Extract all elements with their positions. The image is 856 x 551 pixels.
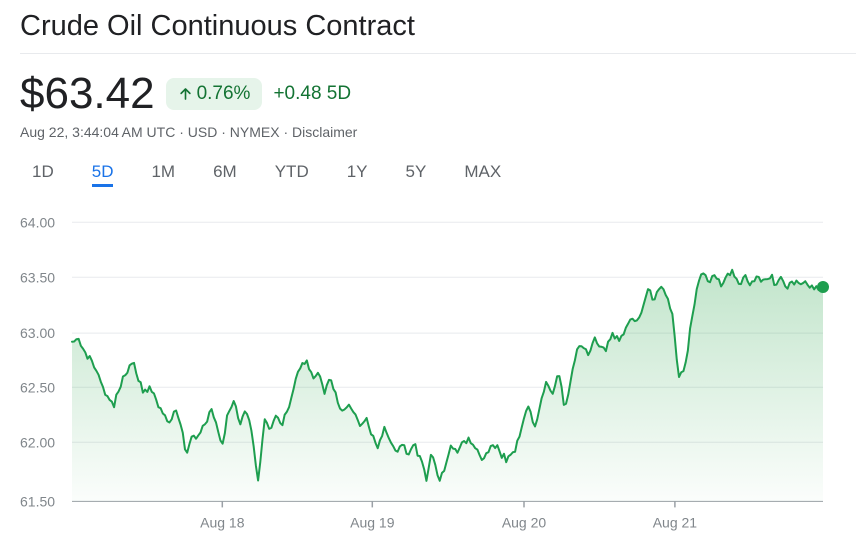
svg-text:62.50: 62.50: [20, 379, 55, 395]
svg-text:64.00: 64.00: [20, 214, 55, 230]
svg-text:Aug 20: Aug 20: [502, 514, 547, 530]
svg-text:63.50: 63.50: [20, 269, 55, 285]
svg-text:Aug 21: Aug 21: [653, 514, 698, 530]
svg-text:Aug 18: Aug 18: [200, 514, 245, 530]
svg-text:Aug 19: Aug 19: [350, 514, 395, 530]
svg-text:61.50: 61.50: [20, 493, 55, 509]
svg-text:63.00: 63.00: [20, 325, 55, 341]
svg-text:62.00: 62.00: [20, 434, 55, 450]
